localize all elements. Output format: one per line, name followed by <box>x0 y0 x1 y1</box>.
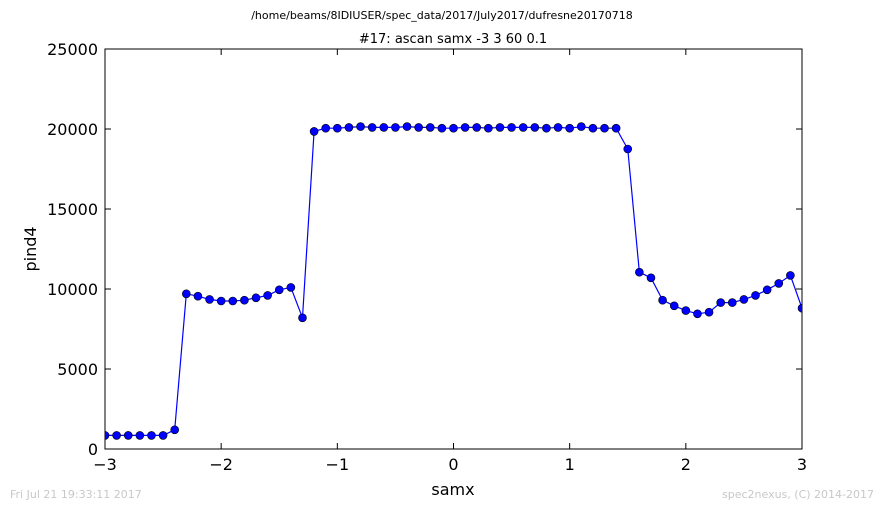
data-point <box>484 123 493 133</box>
data-point <box>774 279 784 288</box>
footer-timestamp: Fri Jul 21 19:33:11 2017 <box>10 488 142 501</box>
data-point <box>123 431 133 440</box>
data-point <box>147 431 156 440</box>
data-point <box>112 431 121 440</box>
x-tick-label: 0 <box>448 455 458 474</box>
x-tick-label: 1 <box>565 455 575 474</box>
data-point <box>449 123 458 133</box>
data-point <box>158 431 168 440</box>
data-point <box>321 123 331 133</box>
data-point <box>182 289 191 299</box>
data-point <box>635 267 644 277</box>
data-point <box>263 291 272 300</box>
data-point <box>193 291 203 301</box>
data-point <box>170 425 179 435</box>
y-tick-label: 25000 <box>47 40 98 59</box>
data-point <box>286 283 296 292</box>
data-point <box>309 127 319 136</box>
y-tick-label: 15000 <box>47 200 98 219</box>
data-point <box>693 309 702 319</box>
data-point <box>251 293 261 303</box>
x-tick-label: −3 <box>93 455 117 474</box>
data-point <box>786 271 795 280</box>
y-tick-label: 5000 <box>57 360 98 379</box>
data-point <box>530 123 540 132</box>
axis-ticks <box>104 48 803 450</box>
data-point <box>472 123 482 132</box>
x-axis-label: samx <box>431 480 474 499</box>
data-point <box>391 123 400 132</box>
data-point <box>367 123 377 132</box>
plot-area-frame <box>104 48 803 450</box>
data-point <box>565 123 574 133</box>
data-point <box>669 301 679 311</box>
x-tick-label: 3 <box>797 455 807 474</box>
data-point <box>588 123 598 133</box>
data-point <box>797 303 802 313</box>
data-point <box>344 123 354 132</box>
data-point <box>600 123 609 133</box>
y-tick-label: 20000 <box>47 120 98 139</box>
data-point <box>507 123 516 132</box>
data-point <box>205 295 214 304</box>
axis-tick-labels: −3 −2 −1 0 1 2 3 0 5000 10000 15000 20000 25000 <box>47 40 807 474</box>
data-point <box>105 431 110 440</box>
data-point <box>762 285 772 295</box>
data-point <box>333 123 342 133</box>
footer-credit: spec2nexus, (C) 2014-2017 <box>722 488 874 501</box>
data-point <box>414 123 423 132</box>
data-point <box>460 123 470 132</box>
data-point <box>716 298 725 307</box>
data-point <box>727 298 737 307</box>
data-point <box>739 295 749 304</box>
data-point <box>646 273 656 283</box>
data-point <box>240 295 249 305</box>
data-point <box>298 313 307 323</box>
x-tick-label: −2 <box>209 455 233 474</box>
data-point <box>495 123 505 132</box>
data-point <box>402 122 412 131</box>
data-point <box>611 123 621 133</box>
data-point <box>704 307 714 317</box>
y-tick-label: 0 <box>88 440 98 459</box>
data-point <box>437 123 447 133</box>
data-point <box>576 122 586 131</box>
data-point <box>542 123 551 133</box>
data-point <box>216 296 226 306</box>
data-point <box>135 431 145 440</box>
x-tick-label: 2 <box>681 455 691 474</box>
data-point <box>658 295 667 305</box>
series-line <box>105 125 802 436</box>
data-point <box>623 144 633 154</box>
data-point <box>228 296 238 306</box>
x-tick-label: −1 <box>326 455 350 474</box>
series-pind4 <box>105 122 802 440</box>
data-point <box>425 123 435 132</box>
data-point <box>274 285 284 295</box>
chart-title: #17: ascan samx -3 3 60 0.1 <box>359 32 547 47</box>
y-tick-label: 10000 <box>47 280 98 299</box>
data-point <box>379 123 389 132</box>
data-point <box>553 123 563 132</box>
data-point <box>356 122 365 131</box>
data-point <box>681 306 691 315</box>
data-point <box>751 291 760 300</box>
data-point <box>518 123 528 132</box>
y-axis-label: pind4 <box>21 226 40 271</box>
file-path-header: /home/beams/8IDIUSER/spec_data/2017/July… <box>251 9 633 22</box>
